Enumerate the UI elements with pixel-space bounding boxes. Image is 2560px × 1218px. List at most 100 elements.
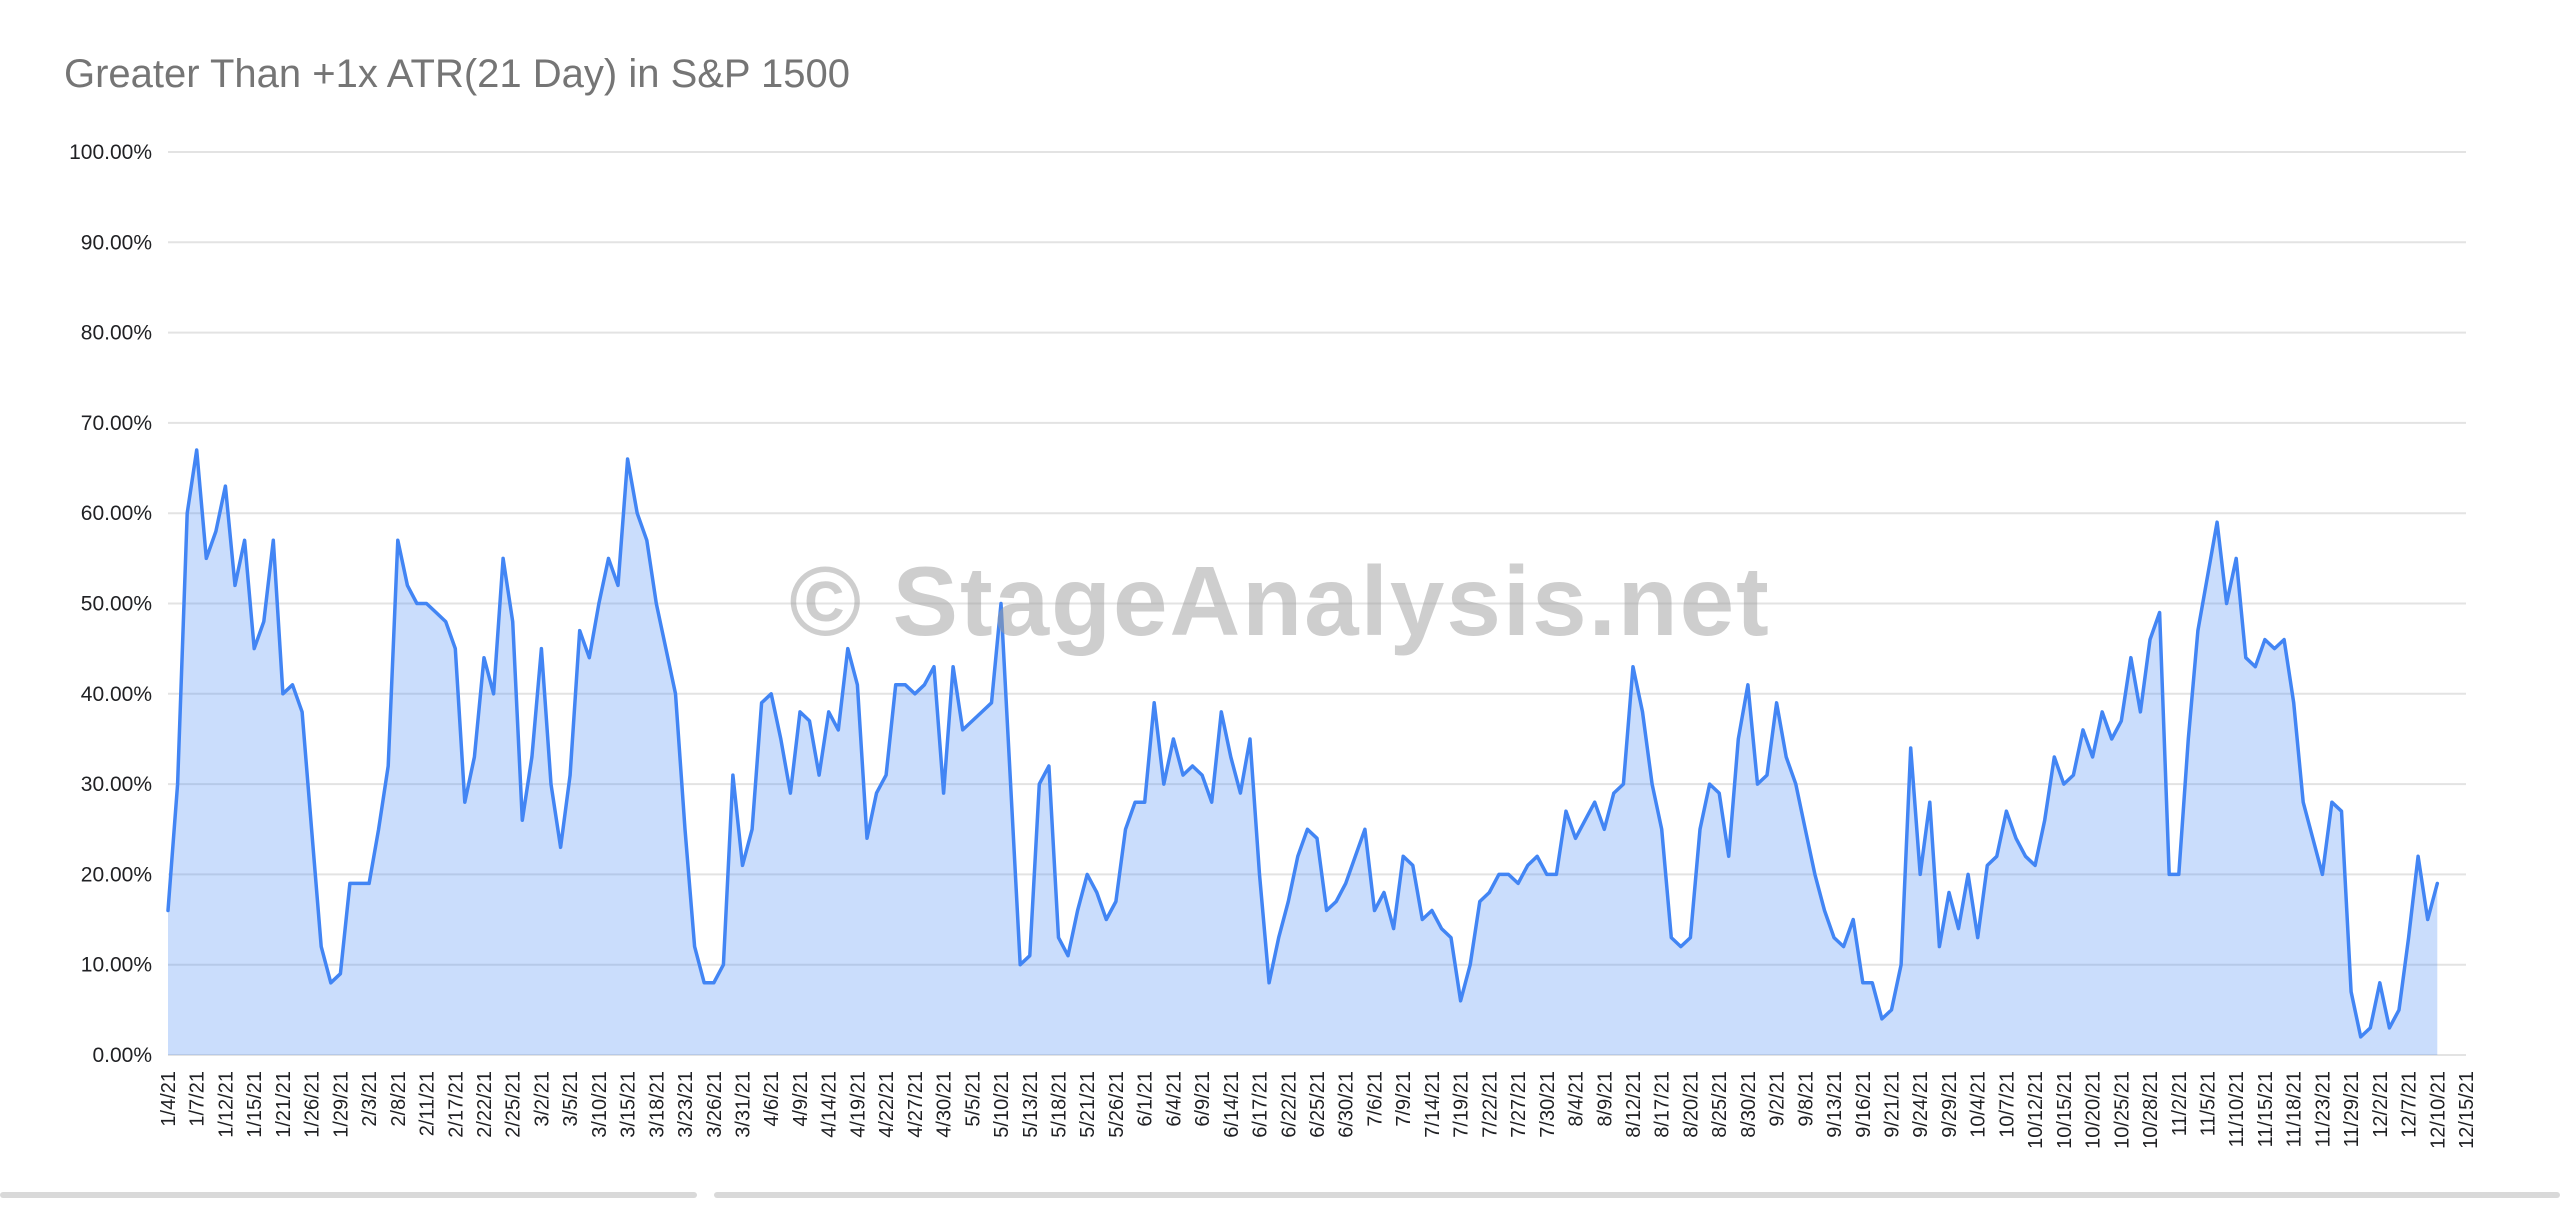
x-tick-label: 9/8/21: [1795, 1071, 1817, 1127]
x-tick-label: 1/12/21: [215, 1071, 237, 1138]
x-tick-label: 5/26/21: [1106, 1071, 1128, 1138]
x-tick-label: 6/4/21: [1163, 1071, 1185, 1127]
x-tick-label: 11/10/21: [2226, 1071, 2248, 1147]
x-tick-label: 10/7/21: [1996, 1071, 2018, 1138]
x-tick-label: 12/10/21: [2427, 1071, 2449, 1149]
x-tick-label: 9/29/21: [1939, 1071, 1961, 1138]
y-tick-label: 70.00%: [81, 412, 152, 435]
x-tick-label: 2/3/21: [359, 1071, 381, 1127]
x-tick-label: 1/15/21: [244, 1071, 266, 1138]
x-tick-label: 1/26/21: [302, 1071, 324, 1138]
x-tick-label: 11/18/21: [2284, 1071, 2306, 1147]
y-tick-label: 10.00%: [81, 954, 152, 977]
x-tick-label: 6/9/21: [1192, 1071, 1214, 1127]
x-tick-label: 9/2/21: [1767, 1071, 1789, 1127]
x-tick-label: 7/30/21: [1537, 1071, 1559, 1138]
x-tick-label: 8/17/21: [1652, 1071, 1674, 1138]
x-tick-label: 3/5/21: [560, 1071, 582, 1127]
y-tick-label: 20.00%: [81, 863, 152, 886]
x-tick-label: 11/29/21: [2341, 1071, 2363, 1147]
y-tick-label: 40.00%: [81, 683, 152, 706]
x-tick-label: 1/7/21: [187, 1071, 209, 1127]
x-tick-label: 12/15/21: [2456, 1071, 2478, 1149]
x-tick-label: 6/14/21: [1221, 1071, 1243, 1138]
x-tick-label: 10/12/21: [2025, 1071, 2047, 1149]
x-tick-label: 2/17/21: [445, 1071, 467, 1138]
x-tick-label: 4/9/21: [790, 1071, 812, 1127]
x-tick-label: 9/16/21: [1853, 1071, 1875, 1138]
x-tick-label: 5/21/21: [1077, 1071, 1099, 1138]
x-tick-label: 4/6/21: [761, 1071, 783, 1127]
x-tick-label: 9/21/21: [1882, 1071, 1904, 1138]
x-tick-label: 6/25/21: [1307, 1071, 1329, 1138]
y-tick-label: 90.00%: [81, 231, 152, 254]
x-tick-label: 8/4/21: [1566, 1071, 1588, 1127]
x-tick-label: 5/5/21: [962, 1071, 984, 1127]
x-tick-label: 4/27/21: [905, 1071, 927, 1138]
y-tick-label: 60.00%: [81, 502, 152, 525]
x-tick-label: 6/1/21: [1135, 1071, 1157, 1127]
x-tick-label: 6/22/21: [1278, 1071, 1300, 1138]
x-tick-label: 8/25/21: [1709, 1071, 1731, 1138]
x-tick-label: 7/27/21: [1508, 1071, 1530, 1138]
x-tick-label: 3/15/21: [618, 1071, 640, 1138]
x-tick-label: 2/8/21: [388, 1071, 410, 1127]
x-tick-label: 5/13/21: [1020, 1071, 1042, 1138]
area-series-line: [166, 448, 2440, 1039]
x-tick-label: 7/9/21: [1393, 1071, 1415, 1127]
x-tick-label: 11/23/21: [2312, 1071, 2334, 1147]
x-tick-label: 10/4/21: [1968, 1071, 1990, 1138]
x-tick-label: 3/23/21: [675, 1071, 697, 1138]
y-tick-label: 0.00%: [92, 1044, 152, 1067]
x-tick-label: 10/20/21: [2083, 1071, 2105, 1149]
area-chart-plot: 0.00% 10.00% 20.00% 30.00% 40.00% 50.00% 60.00…: [69, 141, 2478, 1149]
x-tick-label: 7/22/21: [1479, 1071, 1501, 1138]
x-tick-label: 6/17/21: [1250, 1071, 1272, 1138]
x-tick-label: 2/22/21: [474, 1071, 496, 1138]
x-tick-label: 9/24/21: [1910, 1071, 1932, 1138]
x-tick-label: 7/14/21: [1422, 1071, 1444, 1138]
x-tick-label: 3/10/21: [589, 1071, 611, 1138]
x-tick-label: 11/15/21: [2255, 1071, 2277, 1147]
x-tick-label: 5/18/21: [1049, 1071, 1071, 1138]
x-tick-label: 5/10/21: [991, 1071, 1013, 1138]
x-tick-label: 2/25/21: [503, 1071, 525, 1138]
x-tick-label: 11/2/21: [2169, 1071, 2191, 1136]
x-tick-label: 3/2/21: [531, 1071, 553, 1127]
x-tick-label: 2/11/21: [417, 1071, 439, 1136]
x-tick-label: 4/30/21: [934, 1071, 956, 1138]
x-tick-label: 8/12/21: [1623, 1071, 1645, 1138]
x-tick-label: 10/15/21: [2054, 1071, 2076, 1149]
x-tick-label: 7/6/21: [1365, 1071, 1387, 1127]
x-tick-label: 4/19/21: [847, 1071, 869, 1138]
x-tick-label: 1/29/21: [330, 1071, 352, 1138]
y-tick-label: 50.00%: [81, 593, 152, 616]
x-tick-label: 1/21/21: [273, 1071, 295, 1138]
x-tick-label: 6/30/21: [1336, 1071, 1358, 1138]
x-tick-label: 11/5/21: [2198, 1071, 2220, 1136]
footer-divider-right: [714, 1192, 2560, 1198]
y-tick-label: 30.00%: [81, 773, 152, 796]
y-tick-label: 100.00%: [69, 141, 152, 164]
x-tick-label: 10/25/21: [2111, 1071, 2133, 1149]
x-tick-label: 4/14/21: [819, 1071, 841, 1138]
x-tick-label: 8/20/21: [1680, 1071, 1702, 1138]
y-tick-label: 80.00%: [81, 322, 152, 345]
x-tick-label: 3/18/21: [646, 1071, 668, 1138]
x-tick-label: 12/2/21: [2370, 1071, 2392, 1138]
x-tick-label: 4/22/21: [876, 1071, 898, 1138]
x-tick-label: 8/30/21: [1738, 1071, 1760, 1138]
x-tick-label: 9/13/21: [1824, 1071, 1846, 1138]
x-tick-label: 8/9/21: [1594, 1071, 1616, 1127]
x-tick-label: 7/19/21: [1451, 1071, 1473, 1138]
chart-title: Greater Than +1x ATR(21 Day) in S&P 1500: [64, 52, 850, 96]
footer-divider-left: [0, 1192, 697, 1198]
x-tick-label: 12/7/21: [2399, 1071, 2421, 1138]
x-tick-label: 10/28/21: [2140, 1071, 2162, 1149]
x-tick-label: 3/31/21: [733, 1071, 755, 1138]
area-series-fill: [168, 450, 2438, 1055]
x-tick-label: 3/26/21: [704, 1071, 726, 1138]
x-tick-label: 1/4/21: [158, 1071, 180, 1127]
